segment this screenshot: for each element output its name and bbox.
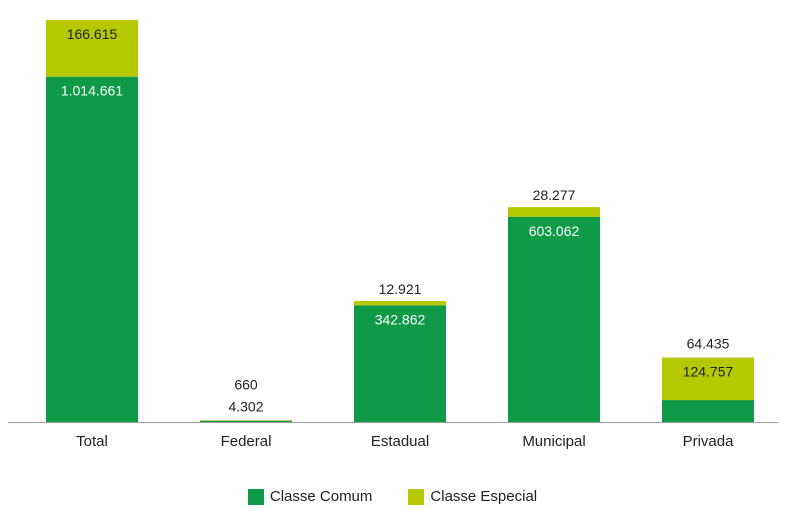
data-label-classe-especial-municipal: 28.277 — [533, 187, 576, 203]
bar-classe-comum-privada — [662, 400, 754, 422]
legend-label-classe-comum: Classe Comum — [269, 488, 373, 505]
legend-item-classe-comum: Classe Comum — [247, 488, 373, 505]
bar-classe-especial-federal — [200, 420, 292, 421]
data-label-classe-comum-privada: 64.435 — [687, 336, 730, 352]
legend-swatch-classe-especial — [408, 488, 425, 505]
data-label-classe-especial-privada: 124.757 — [683, 364, 734, 380]
data-label-classe-comum-estadual: 342.862 — [375, 311, 426, 327]
x-tick-label-estadual: Estadual — [371, 433, 429, 450]
bar-classe-comum-estadual — [354, 305, 446, 422]
legend-label-classe-especial: Classe Especial — [430, 488, 538, 505]
bar-classe-especial-total — [46, 20, 138, 77]
data-label-classe-comum-total: 1.014.661 — [61, 83, 123, 99]
bar-classe-comum-total — [46, 76, 138, 422]
data-label-classe-especial-total: 166.615 — [67, 26, 118, 42]
x-tick-label-total: Total — [76, 433, 108, 450]
bar-classe-especial-estadual — [354, 300, 446, 306]
data-label-classe-especial-estadual: 12.921 — [379, 281, 422, 297]
data-label-classe-especial-federal: 660 — [234, 376, 258, 392]
bar-classe-especial-municipal — [508, 207, 600, 217]
bar-classe-comum-federal — [200, 420, 292, 422]
bar-classe-especial-privada — [662, 357, 754, 401]
x-tick-label-privada: Privada — [683, 433, 735, 450]
legend-item-classe-especial: Classe Especial — [408, 488, 537, 505]
data-label-classe-comum-federal: 4.302 — [228, 398, 263, 414]
chart-legend: Classe Comum Classe Especial — [0, 488, 785, 505]
data-label-classe-comum-municipal: 603.062 — [529, 223, 580, 239]
bar-classe-comum-municipal — [508, 216, 600, 422]
legend-swatch-classe-comum — [247, 488, 264, 505]
x-tick-label-federal: Federal — [221, 433, 272, 450]
x-tick-label-municipal: Municipal — [522, 433, 585, 450]
